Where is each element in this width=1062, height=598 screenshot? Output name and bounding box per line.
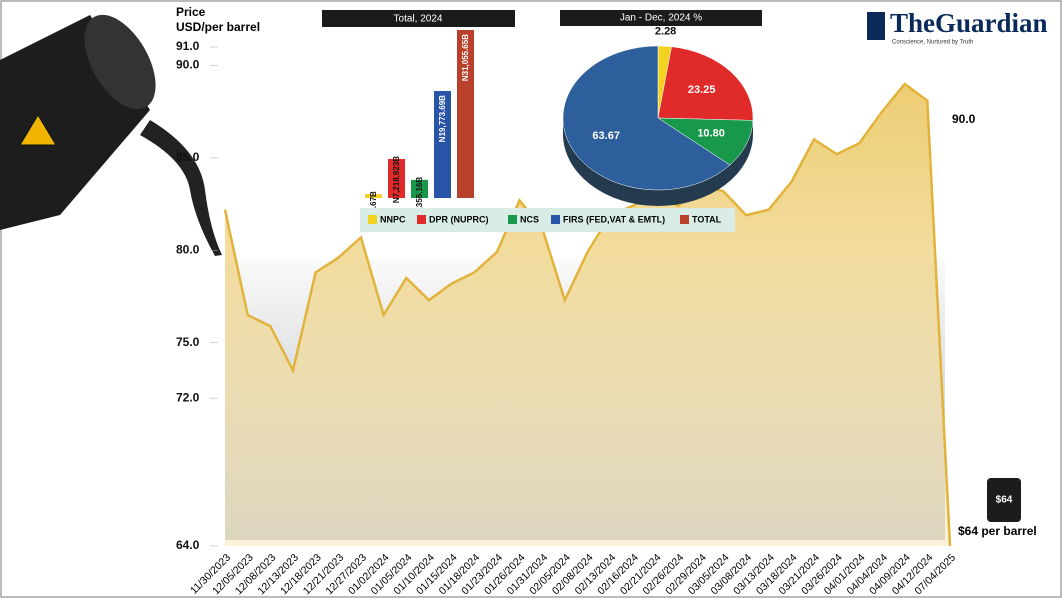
y-tick-label: 91.0 (176, 39, 200, 53)
slice-label: 2.28 (655, 25, 676, 37)
slice-label: 10.80 (697, 128, 725, 140)
y-axis-label: Price (176, 5, 206, 19)
tagline: Conscience, Nurtured by Truth (892, 40, 973, 46)
y-tick-label: 85.0 (176, 150, 200, 164)
bar (388, 158, 405, 198)
value-label: N3,355.16B (415, 177, 424, 220)
area (225, 84, 950, 546)
chart-title: Jan - Dec, 2024 % (620, 13, 702, 24)
y-tick-label: 64.0 (176, 538, 200, 552)
legend-swatch (417, 215, 426, 224)
value-label: N31,055.65B (461, 34, 470, 81)
legend-swatch (680, 215, 689, 224)
annotation: $64 per barrel (958, 524, 1037, 538)
slice-label: 63.67 (592, 130, 620, 142)
legend-swatch (368, 215, 377, 224)
y-tick-label: 90.0 (176, 58, 200, 72)
y-tick-label: 75.0 (176, 335, 200, 349)
legend-box (360, 208, 735, 232)
barrel-price: $64 (996, 495, 1013, 506)
legend-swatch (508, 215, 517, 224)
pie-slice (657, 46, 754, 121)
barrel-icon: $64 (987, 478, 1021, 522)
oil-barrel (0, 14, 222, 256)
slice-label: 23.25 (688, 84, 716, 96)
y-axis-label: USD/per barrel (176, 20, 260, 34)
bar (365, 194, 382, 198)
legend-label: NCS (520, 214, 539, 224)
bar (434, 91, 451, 198)
pie-slice (562, 45, 731, 191)
value-label: N7,218.923B (392, 156, 401, 203)
bar (457, 30, 474, 198)
title-banner (322, 10, 515, 27)
line (223, 82, 952, 547)
legend-swatch (551, 215, 560, 224)
legend-label: TOTAL (692, 214, 722, 224)
logo-mark (867, 12, 885, 40)
y-tick-label: 80.0 (176, 242, 200, 256)
legend-label: NNPC (380, 214, 406, 224)
y-tick-label: 72.0 (176, 390, 200, 404)
legend-label: DPR (NUPRC) (429, 214, 489, 224)
chart-title: Total, 2024 (394, 14, 443, 25)
legend-label: FIRS (FED,VAT & EMTL) (563, 214, 665, 224)
title-banner (560, 10, 762, 26)
bar (411, 179, 428, 198)
value-label: N19,773.69B (438, 95, 447, 142)
annotation: 90.0 (952, 112, 976, 126)
logo: TheGuardian (890, 8, 1048, 38)
